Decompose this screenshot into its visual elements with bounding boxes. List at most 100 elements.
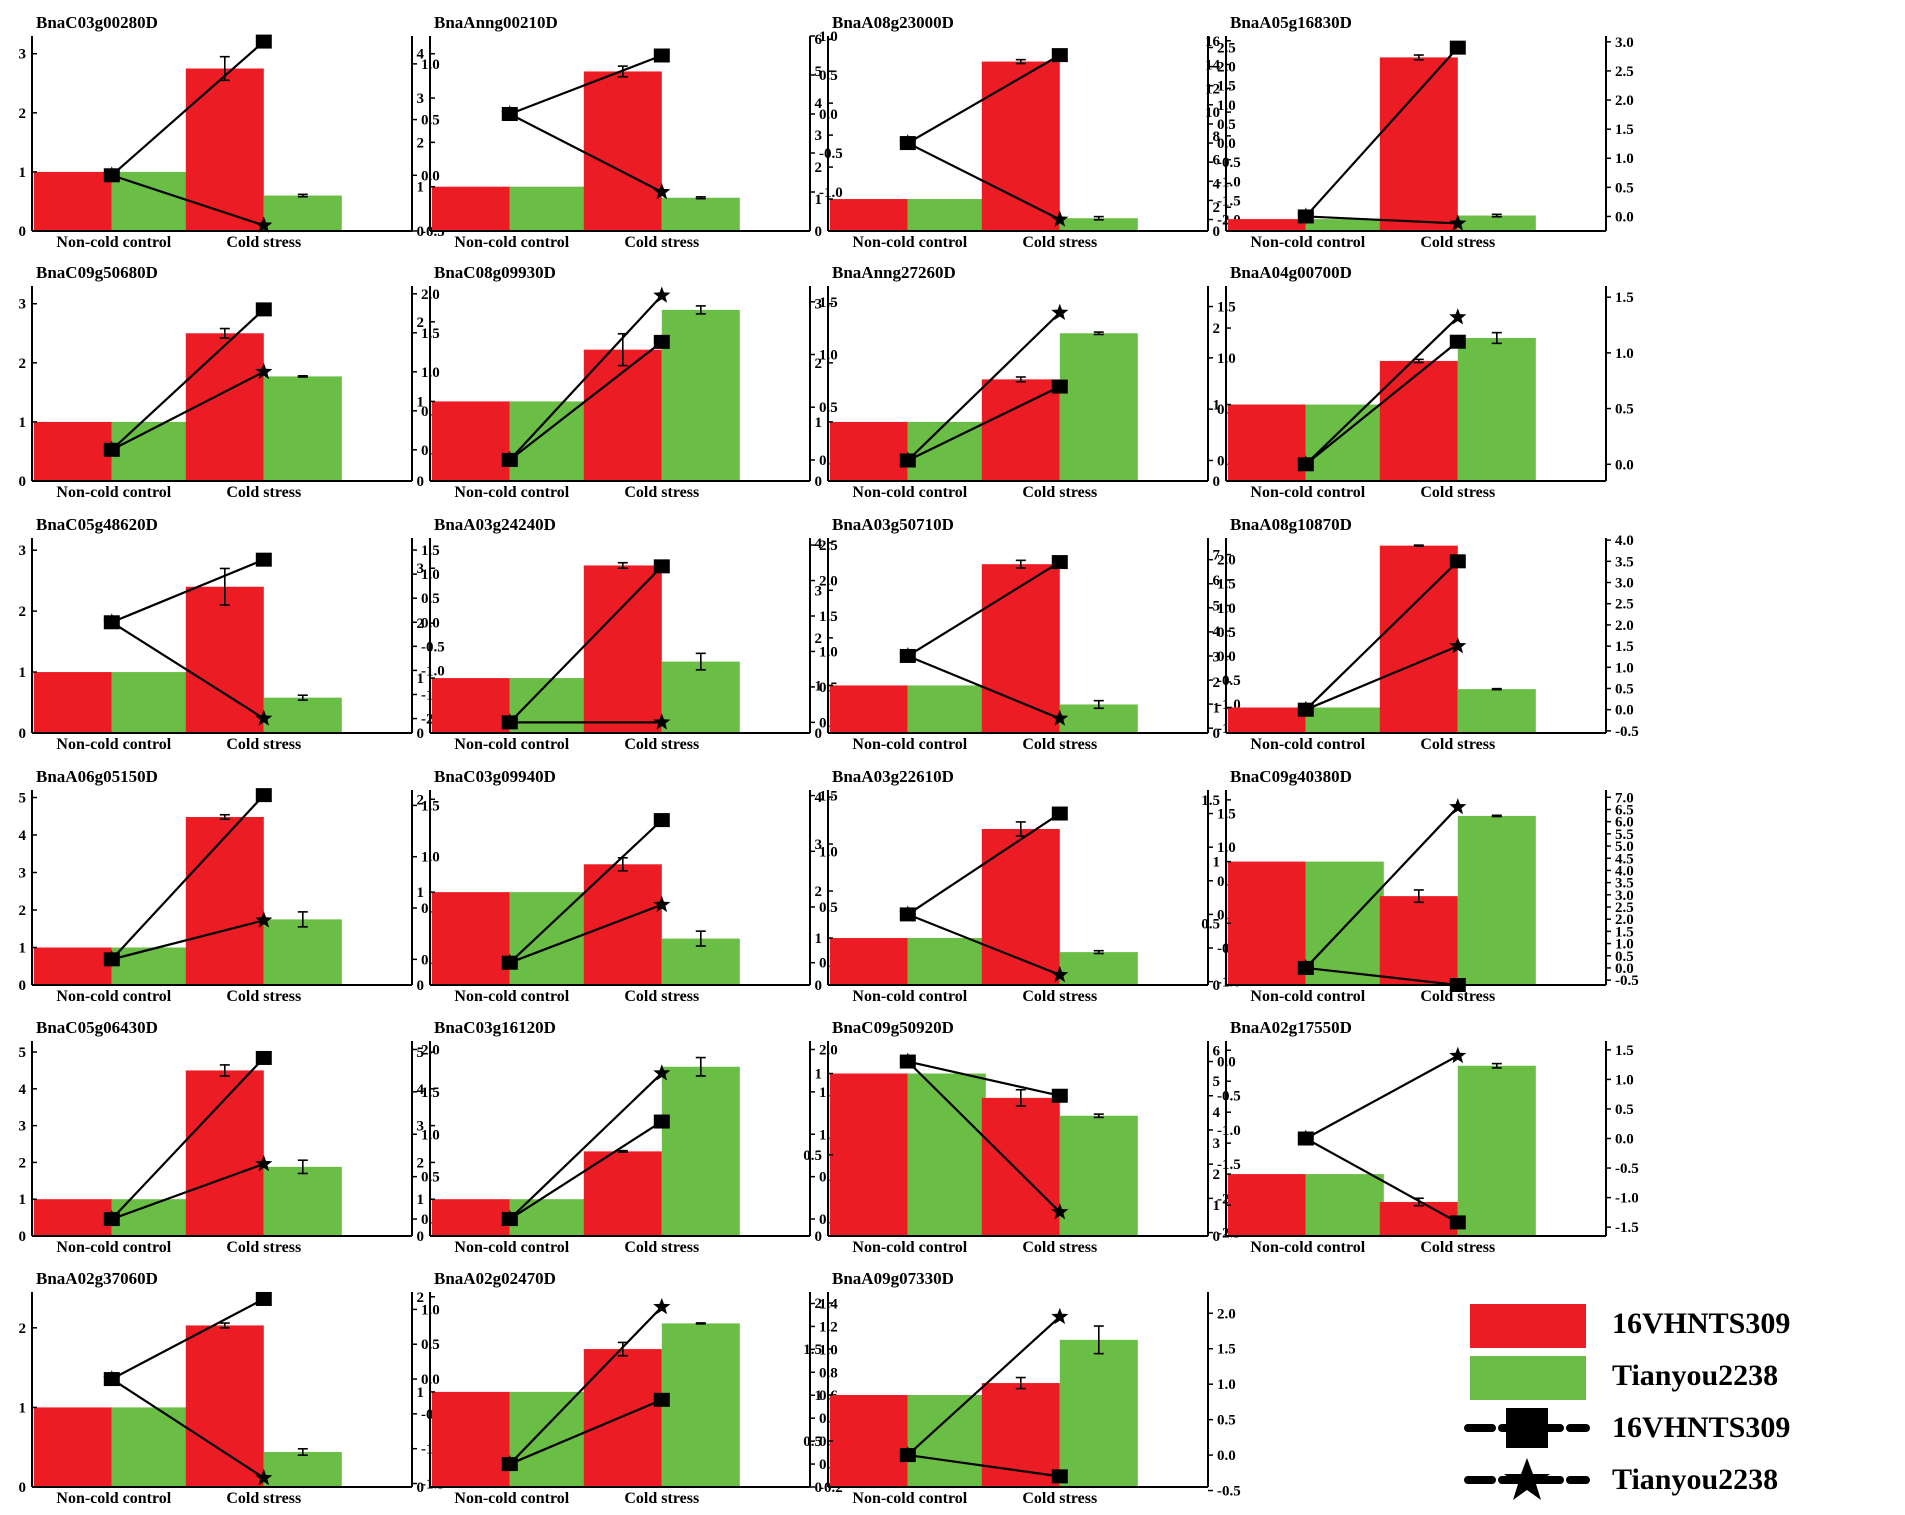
bar-16vhnts309-cold [981,829,1060,985]
y-tick-label: 1 [815,931,823,947]
line-tianyou2238 [907,142,1061,221]
marker-square [255,1050,272,1065]
marker-star [255,362,273,380]
line-16vhnts309 [907,1454,1060,1478]
bar-tianyou2238-control [1305,1174,1384,1236]
line-tianyou2238 [111,1162,265,1221]
bar-tianyou2238-control [509,1199,588,1236]
x-category-label: Cold stress [624,988,699,1005]
x-category-label: Cold stress [1420,1239,1495,1256]
bar-tianyou2238-cold [263,919,342,985]
x-category-label: Cold stress [226,484,301,501]
y-tick-label: 0 [1213,474,1221,490]
marker-square [103,952,120,967]
marker-star [255,216,273,233]
x-category-label: Non-cold control [852,1239,967,1256]
y-tick-label: 3 [1213,1136,1221,1152]
bar-tianyou2238-control [111,672,190,733]
y-tick-label: 4 [1213,624,1221,640]
y2-tick-label: 2.0 [1615,93,1634,109]
marker-star [1449,308,1467,325]
y-tick-label: 1 [19,1400,27,1416]
bar-tianyou2238-cold [1457,338,1536,481]
marker-square [501,955,518,970]
y2-tick-label: 1.5 [1615,290,1634,306]
bar-16vhnts309-control [1227,219,1306,231]
x-category-label: Non-cold control [1250,736,1365,753]
y2-tick-label: -0.5 [1217,673,1241,689]
marker-square [653,813,670,828]
x-category-label: Non-cold control [1250,1239,1365,1256]
bar-tianyou2238-cold [661,197,740,231]
y-tick-label: 2 [417,1155,425,1171]
bar-tianyou2238-cold [661,1323,740,1487]
chart-panel-BnaA08g10870D: BnaA08g10870D 0 1 2 3 4 5 6 7 -0.5 0.0 0.5 1.0 1.5 2.0… [1213,515,1639,753]
y-tick-label: 3 [815,297,823,313]
bar-16vhnts309-cold [583,1349,662,1487]
y-tick-label: 1 [417,1192,425,1208]
bar-16vhnts309-control [33,947,112,985]
line-tianyou2238 [508,294,663,461]
y2-tick-label: 3.5 [1615,876,1634,892]
marker-square [1051,1088,1068,1103]
y-tick-label: 1 [19,941,27,957]
chart-panel-BnaA04g00700D: BnaA04g00700D 0 1 2 0.0 0.5 1.0 1.5 Non-cold con… [1213,263,1634,501]
marker-star [1051,210,1069,227]
x-category-label: Non-cold control [56,484,171,501]
marker-star [1449,637,1467,654]
line-tianyou2238 [509,113,663,193]
bar-16vhnts309-control [1227,861,1306,985]
y2-tick-label: 5.5 [1615,827,1634,843]
marker-square [1449,554,1466,569]
y-tick-label: 3 [815,128,823,144]
x-category-label: Cold stress [1022,234,1097,251]
line-16vhnts309 [111,40,265,177]
y-tick-label: 3 [19,1119,27,1135]
y2-tick-label: 2.5 [1615,900,1634,916]
line-16vhnts309 [1305,560,1459,711]
y2-tick-label: -1.0 [819,185,843,201]
legend-item-16vhnts309-line: 16VHNTS309 [1462,1402,1902,1454]
y2-tick-label: -0.5 [819,146,843,162]
bar-16vhnts309-control [829,1395,908,1487]
y-tick-label: 2 [19,356,27,372]
y-tick-label: 3 [19,297,27,313]
y-tick-label: 16 [1205,34,1221,50]
line-16vhnts309 [111,558,265,624]
y-tick-label: 1 [19,1192,27,1208]
x-category-label: Cold stress [624,736,699,753]
y-tick-label: 0 [19,1229,27,1245]
marker-star [1051,1307,1069,1325]
marker-star [1051,1203,1069,1220]
bar-16vhnts309-control [1227,707,1306,733]
y-tick-label: 1.5 [803,1342,822,1358]
y-tick-label: 1 [815,192,823,208]
line-16vhnts309 [509,565,663,724]
y-tick-label: 0 [815,726,823,742]
y2-tick-label: 4.5 [1615,851,1634,867]
x-category-label: Cold stress [1022,484,1097,501]
line-16vhnts309 [1305,340,1459,466]
y-tick-label: 1 [815,678,823,694]
chart-panel-BnaA09g07330D: BnaA09g07330D 0 0.5 1 1.5 2 -0.5 0.0 0.5 1.0 1.5 2.… [803,1269,1241,1507]
chart-panel-BnaA02g02470D: BnaA02g02470D012-0.20.00.20.40.60.81.01.… [417,1269,843,1507]
y2-tick-label: -1.0 [1217,174,1241,190]
x-category-label: Cold stress [226,736,301,753]
bar-tianyou2238-cold [661,309,740,481]
x-category-label: Non-cold control [56,1239,171,1256]
y-tick-label: 2 [19,106,27,122]
y-tick-label: 0 [1213,224,1221,240]
line-16vhnts309 [907,54,1061,145]
marker-square [103,1372,120,1387]
legend-label: Tianyou2238 [1612,1463,1779,1496]
x-category-label: Cold stress [226,988,301,1005]
marker-star [1449,1046,1467,1064]
bar-16vhnts309-cold [185,586,264,733]
y-tick-label: 5 [19,1045,27,1061]
y-tick-label: 4 [1213,176,1221,192]
bar-tianyou2238-control [1305,404,1384,481]
line-tianyou2238 [907,311,1061,462]
x-category-label: Cold stress [624,1490,699,1507]
chart-panel-BnaA02g17550D: BnaA02g17550D 0 1 2 3 4 5 6 -1.5 -1.0 -0.5 0.0 0.5 1.… [1213,1018,1639,1256]
